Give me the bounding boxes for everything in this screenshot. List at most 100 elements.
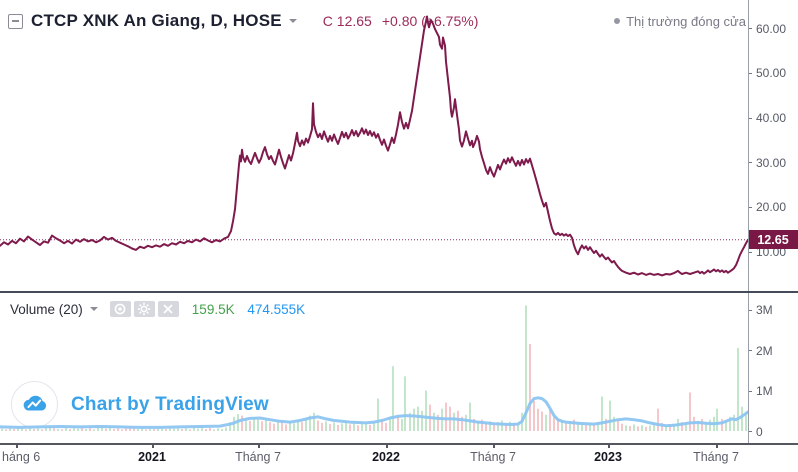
volume-bar: [273, 423, 275, 431]
volume-bar: [553, 416, 555, 431]
volume-bar: [733, 414, 735, 431]
axis-tick: [748, 206, 752, 208]
volume-bar: [385, 422, 387, 431]
volume-bar: [569, 421, 571, 431]
volume-bar: [581, 423, 583, 431]
volume-bar: [721, 418, 723, 431]
time-axis-tick: [258, 443, 260, 448]
chart-canvas[interactable]: [0, 0, 748, 443]
price-values: C 12.65 +0.80 (+6.75%): [323, 13, 479, 29]
market-status: Thị trường đóng cửa: [614, 14, 746, 29]
volume-bar: [125, 428, 127, 431]
volume-bar: [57, 429, 59, 431]
volume-bar: [437, 414, 439, 431]
axis-tick: [748, 350, 752, 351]
volume-bar: [285, 424, 287, 431]
volume-bar: [677, 418, 679, 431]
volume-bar: [609, 400, 611, 431]
volume-bar: [529, 343, 531, 431]
axis-tick: [748, 309, 752, 311]
price-line: [0, 15, 748, 277]
volume-bar: [173, 428, 175, 431]
volume-bar: [689, 392, 691, 431]
volume-bar: [61, 429, 63, 431]
axis-tick: [748, 117, 752, 119]
volume-bar: [5, 429, 7, 431]
volume-bar: [457, 410, 459, 432]
dot-icon: [614, 18, 621, 24]
time-axis-tick: [716, 443, 718, 448]
current-price-badge: 12.65: [748, 230, 798, 250]
volume-bar: [345, 421, 347, 431]
volume-bar: [713, 416, 715, 431]
axis-border: [748, 0, 749, 472]
volume-bar: [413, 408, 415, 431]
volume-bar: [613, 416, 615, 431]
volume-bar: [209, 427, 211, 431]
time-axis-tick: [152, 443, 154, 448]
volume-bar: [305, 418, 307, 431]
volume-bar: [197, 428, 199, 431]
volume-bar: [329, 424, 331, 431]
time-scale[interactable]: háng 6 2021 Tháng 7 2022 Tháng 7 2023 Tháng 7: [0, 443, 798, 472]
volume-bar: [709, 419, 711, 431]
volume-tick-label: 2M: [756, 343, 773, 358]
volume-bar: [641, 425, 643, 431]
volume-bar: [105, 428, 107, 431]
symbol-title[interactable]: CTCP XNK An Giang, D, HOSE: [31, 11, 282, 30]
volume-bar: [433, 412, 435, 431]
volume-bar: [685, 424, 687, 431]
chevron-down-icon[interactable]: [288, 19, 297, 23]
hide-indicator-button[interactable]: [109, 301, 131, 317]
axis-tick: [748, 162, 752, 164]
chevron-down-icon[interactable]: [89, 307, 98, 311]
volume-bar: [93, 429, 95, 431]
volume-bar: [716, 408, 718, 431]
volume-bar: [425, 390, 427, 431]
volume-bar: [637, 426, 639, 431]
volume-bar: [465, 414, 467, 431]
volume-bar: [157, 428, 159, 431]
volume-bar: [545, 414, 547, 431]
pane-separator[interactable]: [0, 291, 798, 293]
volume-bar: [649, 425, 651, 431]
volume-bar: [45, 427, 47, 431]
volume-bar: [665, 426, 667, 431]
volume-bar: [321, 422, 323, 431]
volume-bar: [165, 429, 167, 431]
volume-bar: [205, 429, 207, 431]
volume-bar: [341, 423, 343, 431]
volume-tick-label: 0: [756, 424, 763, 439]
volume-bar: [485, 422, 487, 431]
volume-bar: [453, 412, 455, 431]
time-tick-label: Tháng 7: [693, 450, 739, 464]
volume-bar: [445, 402, 447, 431]
volume-bar: [41, 429, 43, 431]
volume-bar: [9, 427, 11, 431]
volume-bar: [85, 429, 87, 431]
volume-bar: [365, 422, 367, 431]
volume-bar: [317, 420, 319, 431]
time-axis-tick: [16, 443, 18, 448]
volume-bar: [145, 429, 147, 431]
volume-bar: [389, 416, 391, 431]
volume-bar: [353, 422, 355, 431]
symbol-legend: CTCP XNK An Giang, D, HOSE C 12.65 +0.80 …: [8, 11, 746, 31]
minus-square-icon[interactable]: [8, 13, 23, 29]
gear-icon: [138, 302, 151, 316]
volume-bar: [181, 429, 183, 431]
indicator-settings-button[interactable]: [133, 301, 155, 317]
remove-indicator-button[interactable]: [157, 301, 179, 317]
volume-bar: [597, 422, 599, 431]
volume-bar: [625, 425, 627, 431]
volume-bar: [661, 422, 663, 431]
price-scale[interactable]: 60.00 50.00 40.00 30.00 20.00 10.00 3M 2M 1M 0 1…: [748, 0, 798, 443]
volume-bar: [693, 416, 695, 431]
volume-bar: [21, 428, 23, 431]
volume-bar: [277, 420, 279, 431]
price-tick-label: 60.00: [756, 21, 787, 36]
tradingview-watermark[interactable]: Chart by TradingView: [11, 381, 269, 428]
volume-indicator-label[interactable]: Volume (20): [10, 301, 83, 317]
volume-bar: [97, 427, 99, 431]
